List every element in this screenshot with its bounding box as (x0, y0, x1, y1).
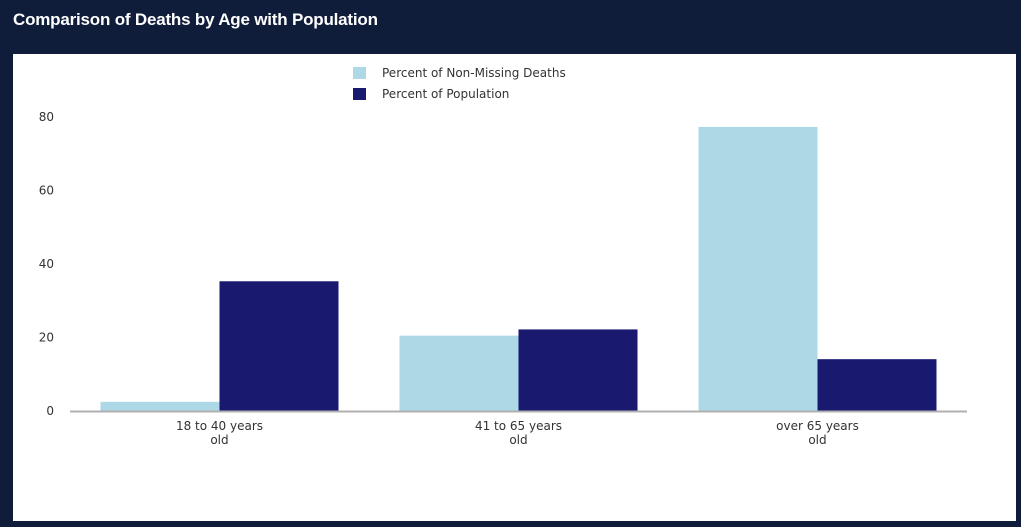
legend-swatch-2 (353, 88, 366, 100)
bar-population-1 (219, 281, 339, 411)
y-tick-label: 80 (39, 110, 54, 124)
x-tick-label: over 65 years (776, 419, 859, 433)
bar-deaths-1 (100, 401, 220, 411)
y-axis: 0 20 40 60 80 (39, 110, 54, 418)
y-tick-label: 60 (39, 184, 54, 198)
legend-label-2: Percent of Population (382, 87, 509, 101)
y-tick-label: 40 (39, 257, 54, 271)
legend-swatch-1 (353, 67, 366, 79)
title-bar: Comparison of Deaths by Age with Populat… (0, 0, 1021, 54)
x-tick-label: old (509, 433, 527, 447)
bar-population-2 (518, 329, 638, 411)
bar-population-3 (817, 359, 937, 411)
legend-label-1: Percent of Non-Missing Deaths (382, 66, 566, 80)
bar-deaths-2 (399, 335, 519, 411)
y-tick-label: 0 (46, 404, 54, 418)
x-tick-label: 18 to 40 years (176, 419, 263, 433)
bars (100, 126, 937, 412)
chart-panel: Percent of Non-Missing Deaths Percent of … (13, 54, 1016, 521)
x-tick-label: 41 to 65 years (475, 419, 562, 433)
x-tick-label: old (210, 433, 228, 447)
y-tick-label: 20 (39, 331, 54, 345)
legend: Percent of Non-Missing Deaths Percent of … (353, 66, 566, 101)
bar-chart: Percent of Non-Missing Deaths Percent of … (39, 66, 967, 447)
chart-title: Comparison of Deaths by Age with Populat… (13, 10, 378, 29)
x-tick-label: old (808, 433, 826, 447)
bar-deaths-3 (698, 126, 818, 412)
